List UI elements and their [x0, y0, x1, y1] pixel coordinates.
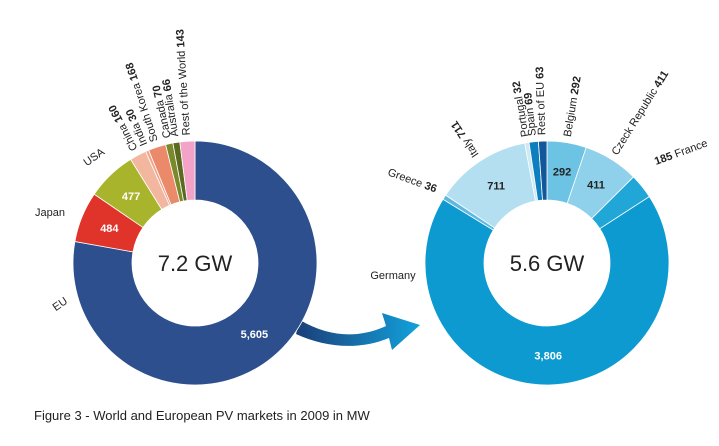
slice-label-japan: Japan — [35, 207, 65, 219]
slice-label-value-china: 160 — [106, 103, 125, 125]
slice-label-value-czeck-republic: 411 — [652, 69, 672, 90]
slice-label-usa: USA — [82, 146, 108, 169]
slice-label-value-portugal: 32 — [511, 80, 525, 94]
slice-label-value-rest-of-eu: 63 — [534, 66, 546, 79]
slice-value-japan: 484 — [100, 223, 119, 235]
slice-label-value-france: 185 — [653, 150, 674, 168]
arrow-shape — [296, 313, 420, 350]
slice-label-greece: Greece 36 — [386, 167, 438, 196]
slice-value-italy: 711 — [487, 181, 505, 193]
slice-label-value-greece: 36 — [423, 180, 439, 195]
transition-arrow — [296, 313, 420, 350]
slice-rest-of-eu — [537, 140, 548, 201]
slice-label-value-italy: 711 — [449, 119, 469, 140]
slice-label-rest-of-eu: Rest of EU 63 — [534, 66, 548, 135]
slice-germany — [424, 196, 670, 386]
slice-label-italy: Italy 711 — [449, 119, 482, 160]
slice-label-spain: Spain 69 — [522, 92, 539, 137]
slice-value-belgium: 292 — [553, 167, 571, 179]
slice-label-value-canada: 70 — [151, 84, 165, 99]
slice-label-germany: Germany — [370, 270, 416, 282]
slice-label-eu: EU — [51, 295, 70, 314]
slice-value-eu: 5,605 — [241, 329, 269, 341]
slice-label-value-australia: 66 — [161, 78, 175, 92]
slice-label-value-india: 30 — [124, 107, 140, 123]
slice-label-value-rest-of-the-world: 143 — [174, 29, 187, 48]
center-total-label: 7.2 GW — [158, 251, 233, 276]
slice-value-czeck-republic: 411 — [587, 180, 605, 192]
slice-label-france: 185 France — [653, 138, 709, 168]
slice-value-germany: 3,806 — [534, 350, 562, 362]
slice-rest-of-the-world — [179, 140, 196, 201]
center-total-label: 5.6 GW — [510, 251, 585, 276]
slice-label-belgium: Belgium 292 — [562, 75, 584, 137]
figure-caption: Figure 3 - World and European PV markets… — [34, 408, 370, 423]
slice-value-usa: 477 — [122, 191, 140, 203]
slice-label-value-belgium: 292 — [569, 75, 584, 95]
slice-eu — [72, 140, 318, 386]
slice-label-czeck-republic: Czeck Republic 411 — [610, 69, 672, 158]
slice-label-value-south-korea: 168 — [124, 61, 141, 82]
slice-label-value-spain: 69 — [522, 92, 535, 105]
